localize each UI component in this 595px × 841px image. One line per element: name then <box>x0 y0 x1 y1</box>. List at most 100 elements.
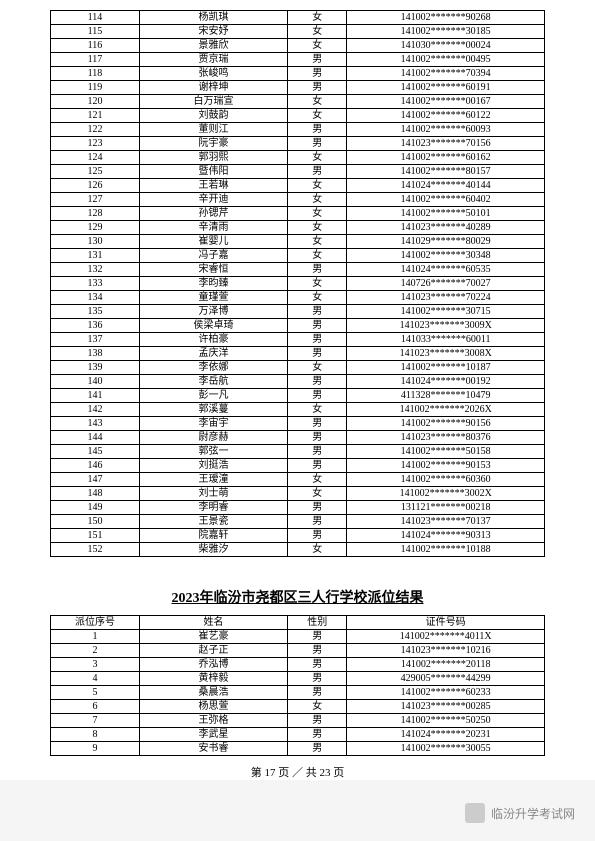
table-cell: 115 <box>51 25 140 39</box>
table-row: 148刘士萌女141002*******3002X <box>51 487 545 501</box>
table-cell: 侯梁卓琦 <box>139 319 287 333</box>
table-row: 136侯梁卓琦男141023*******3009X <box>51 319 545 333</box>
table-cell: 女 <box>288 543 347 557</box>
table-cell: 黄梓毅 <box>139 672 287 686</box>
table-row: 121刘鼓韵女141002*******60122 <box>51 109 545 123</box>
table-cell: 148 <box>51 487 140 501</box>
table-cell: 男 <box>288 515 347 529</box>
table-cell: 男 <box>288 319 347 333</box>
table-cell: 男 <box>288 686 347 700</box>
table-cell: 万泽博 <box>139 305 287 319</box>
table-cell: 151 <box>51 529 140 543</box>
table-cell: 女 <box>288 11 347 25</box>
page-footer: 第 17 页 ／ 共 23 页 <box>50 764 545 780</box>
table-cell: 董则江 <box>139 123 287 137</box>
table-row: 140李岳航男141024*******00192 <box>51 375 545 389</box>
table-cell: 李明睿 <box>139 501 287 515</box>
table-cell: 130 <box>51 235 140 249</box>
table-cell: 141002*******30055 <box>347 742 545 756</box>
table-row: 3乔泓博男141002*******20118 <box>51 658 545 672</box>
table-cell: 3 <box>51 658 140 672</box>
table-cell: 谢梓坤 <box>139 81 287 95</box>
table-cell: 117 <box>51 53 140 67</box>
table-cell: 141002*******2026X <box>347 403 545 417</box>
table-cell: 125 <box>51 165 140 179</box>
table-row: 151院嘉轩男141024*******90313 <box>51 529 545 543</box>
table-cell: 男 <box>288 529 347 543</box>
table-cell: 刘鼓韵 <box>139 109 287 123</box>
table-row: 2赵子正男141023*******10216 <box>51 644 545 658</box>
table-cell: 429005*******44299 <box>347 672 545 686</box>
table-cell: 141002*******10188 <box>347 543 545 557</box>
table-cell: 7 <box>51 714 140 728</box>
table-cell: 141002*******60402 <box>347 193 545 207</box>
table-cell: 144 <box>51 431 140 445</box>
table-cell: 桑晨浩 <box>139 686 287 700</box>
table-cell: 女 <box>288 700 347 714</box>
table-cell: 安书睿 <box>139 742 287 756</box>
table-cell: 1 <box>51 630 140 644</box>
table-row: 137许柏豪男141033*******60011 <box>51 333 545 347</box>
table-cell: 141002*******60122 <box>347 109 545 123</box>
table-cell: 142 <box>51 403 140 417</box>
table-cell: 女 <box>288 207 347 221</box>
table-cell: 114 <box>51 11 140 25</box>
table-cell: 女 <box>288 179 347 193</box>
watermark-icon <box>465 803 485 823</box>
table-row: 7王弥格男141002*******50250 <box>51 714 545 728</box>
table-cell: 冯子嘉 <box>139 249 287 263</box>
table-cell: 146 <box>51 459 140 473</box>
table-cell: 王景瓷 <box>139 515 287 529</box>
table-cell: 男 <box>288 630 347 644</box>
table-cell: 141002*******00167 <box>347 95 545 109</box>
table-cell: 128 <box>51 207 140 221</box>
table-cell: 男 <box>288 672 347 686</box>
table-cell: 宋睿恒 <box>139 263 287 277</box>
table-cell: 阮宇豪 <box>139 137 287 151</box>
table-cell: 李岳航 <box>139 375 287 389</box>
table-row: 124郭羽熙女141002*******60162 <box>51 151 545 165</box>
table-cell: 男 <box>288 305 347 319</box>
table-row: 138孟庆洋男141023*******3008X <box>51 347 545 361</box>
table-cell: 孙锶芹 <box>139 207 287 221</box>
table-cell: 李依娜 <box>139 361 287 375</box>
table-cell: 143 <box>51 417 140 431</box>
table-cell: 柴雅汐 <box>139 543 287 557</box>
table-cell: 王弥格 <box>139 714 287 728</box>
main-table-2: 派位序号姓名性别证件号码 1崔艺豪男141002*******4011X2赵子正… <box>50 615 545 756</box>
table-header-cell: 性别 <box>288 616 347 630</box>
table-cell: 138 <box>51 347 140 361</box>
table-cell: 145 <box>51 445 140 459</box>
table-row: 122董则江男141002*******60093 <box>51 123 545 137</box>
table-cell: 郭溪蔓 <box>139 403 287 417</box>
table-cell: 141023*******3008X <box>347 347 545 361</box>
table-cell: 尉彦赫 <box>139 431 287 445</box>
table-cell: 141002*******90156 <box>347 417 545 431</box>
table-cell: 124 <box>51 151 140 165</box>
table-cell: 赵子正 <box>139 644 287 658</box>
table-cell: 131 <box>51 249 140 263</box>
table-cell: 2 <box>51 644 140 658</box>
table-cell: 123 <box>51 137 140 151</box>
table-cell: 男 <box>288 658 347 672</box>
table-cell: 男 <box>288 742 347 756</box>
table-cell: 134 <box>51 291 140 305</box>
table-cell: 男 <box>288 459 347 473</box>
table-row: 114杨凯琪女141002*******90268 <box>51 11 545 25</box>
table-cell: 4 <box>51 672 140 686</box>
table-cell: 女 <box>288 403 347 417</box>
table-cell: 126 <box>51 179 140 193</box>
table-cell: 5 <box>51 686 140 700</box>
table-cell: 141002*******80157 <box>347 165 545 179</box>
table-cell: 男 <box>288 137 347 151</box>
table-cell: 男 <box>288 417 347 431</box>
table-cell: 孟庆洋 <box>139 347 287 361</box>
table-cell: 男 <box>288 67 347 81</box>
table-cell: 8 <box>51 728 140 742</box>
table-cell: 彭一凡 <box>139 389 287 403</box>
table-cell: 141 <box>51 389 140 403</box>
table-cell: 141024*******90313 <box>347 529 545 543</box>
table-cell: 女 <box>288 221 347 235</box>
table-cell: 141002*******90268 <box>347 11 545 25</box>
table-row: 139李依娜女141002*******10187 <box>51 361 545 375</box>
